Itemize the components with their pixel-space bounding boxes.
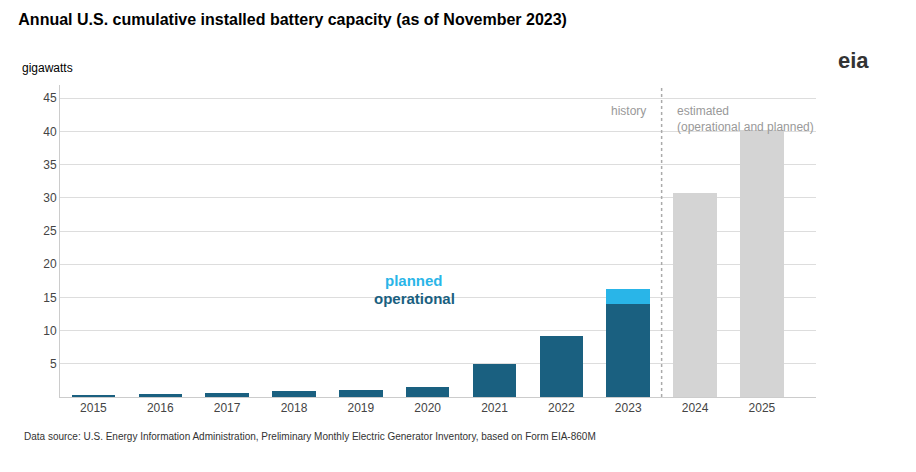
svg-text:5: 5 bbox=[50, 357, 57, 371]
svg-text:Data source: U.S. Energy Infor: Data source: U.S. Energy Information Adm… bbox=[24, 431, 596, 442]
svg-text:20: 20 bbox=[43, 257, 57, 271]
svg-text:2015: 2015 bbox=[80, 401, 107, 415]
svg-text:2018: 2018 bbox=[281, 401, 308, 415]
svg-text:35: 35 bbox=[43, 158, 57, 172]
svg-text:operational: operational bbox=[374, 290, 455, 307]
svg-text:2022: 2022 bbox=[548, 401, 575, 415]
svg-text:Annual U.S. cumulative install: Annual U.S. cumulative installed battery… bbox=[18, 11, 567, 28]
svg-text:2020: 2020 bbox=[414, 401, 441, 415]
svg-text:estimated(operational and plan: estimated(operational and planned) bbox=[677, 104, 814, 134]
svg-text:gigawatts: gigawatts bbox=[22, 61, 73, 75]
svg-text:10: 10 bbox=[43, 324, 57, 338]
svg-text:2023: 2023 bbox=[615, 401, 642, 415]
svg-text:30: 30 bbox=[43, 191, 57, 205]
svg-text:planned: planned bbox=[385, 272, 443, 289]
svg-text:2024: 2024 bbox=[682, 401, 709, 415]
svg-text:2016: 2016 bbox=[147, 401, 174, 415]
svg-text:2019: 2019 bbox=[347, 401, 374, 415]
svg-text:15: 15 bbox=[43, 291, 57, 305]
svg-text:2025: 2025 bbox=[749, 401, 776, 415]
svg-text:40: 40 bbox=[43, 125, 57, 139]
svg-text:25: 25 bbox=[43, 224, 57, 238]
svg-text:eia: eia bbox=[838, 48, 869, 73]
svg-text:2021: 2021 bbox=[481, 401, 508, 415]
svg-text:history: history bbox=[611, 104, 646, 118]
svg-text:45: 45 bbox=[43, 91, 57, 105]
svg-text:2017: 2017 bbox=[214, 401, 241, 415]
